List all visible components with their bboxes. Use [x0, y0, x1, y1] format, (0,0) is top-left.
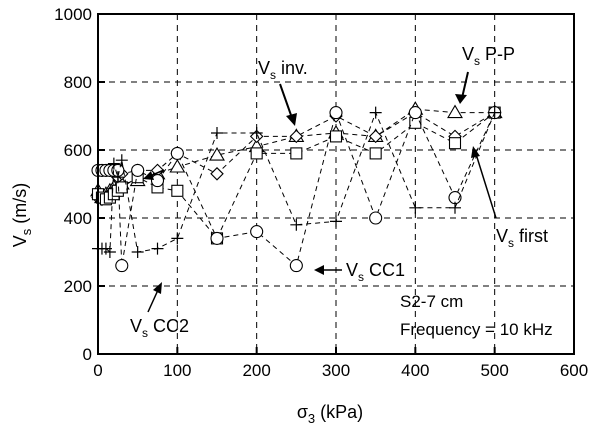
data-point	[150, 174, 165, 188]
data-point	[368, 129, 383, 144]
x-tick-label: 100	[163, 361, 191, 380]
x-tick-label: 300	[322, 361, 350, 380]
data-point	[329, 106, 343, 120]
x-tick-label: 400	[401, 361, 429, 380]
annotation-inv-arrowhead	[286, 113, 297, 126]
data-point	[131, 163, 145, 177]
series-layer	[90, 101, 503, 273]
y-tick-label: 1000	[54, 5, 92, 24]
data-point	[151, 242, 164, 255]
annotation-inv-arrow	[279, 83, 293, 119]
y-tick-label: 600	[64, 141, 92, 160]
data-point	[171, 232, 184, 245]
annotation-first-arrow	[475, 153, 497, 219]
annotation-cc1-arrowhead	[314, 265, 324, 275]
data-point	[169, 158, 186, 173]
data-point	[329, 130, 343, 143]
x-tick-label: 200	[242, 361, 270, 380]
axis-ticks: 0 100 200 300 400 500 600 0 200 400 600 800 1000	[54, 5, 588, 380]
y-tick-label: 400	[64, 209, 92, 228]
x-tick-label: 0	[93, 361, 102, 380]
data-point	[107, 157, 120, 170]
annotation-first-label: Vs first	[496, 226, 548, 250]
data-point	[131, 246, 144, 258]
annotation-inv: Vs inv.	[258, 58, 308, 126]
data-point	[111, 171, 124, 184]
data-point	[250, 225, 264, 239]
series-circle	[91, 106, 502, 273]
data-point	[170, 146, 184, 160]
annotation-pp-arrow	[461, 71, 469, 99]
annotation-first-arrowhead	[471, 146, 480, 158]
data-point	[330, 215, 342, 228]
data-point	[250, 147, 263, 160]
y-axis-label: Vs (m/s)	[10, 183, 34, 248]
data-point	[115, 154, 128, 167]
data-point	[171, 184, 184, 197]
data-point	[103, 246, 116, 258]
data-point	[369, 147, 382, 160]
annotation-first: Vs first	[471, 146, 548, 250]
annotation-cc2-arrowhead	[153, 282, 162, 294]
data-point	[250, 127, 263, 139]
annotation-inv-label: Vs inv.	[258, 58, 308, 82]
y-tick-label: 200	[64, 277, 92, 296]
y-tick-label: 0	[83, 345, 92, 364]
data-point	[408, 106, 422, 120]
annotation-cc2-label: Vs CC2	[130, 316, 189, 340]
annotation-cc1: Vs CC1	[314, 260, 405, 284]
data-point	[289, 129, 304, 144]
data-point	[289, 259, 303, 273]
data-point	[209, 147, 225, 161]
data-point	[449, 201, 461, 214]
data-point	[115, 259, 129, 273]
data-point	[210, 167, 224, 181]
data-point	[447, 104, 463, 119]
annotation-cc1-label: Vs CC1	[346, 260, 405, 284]
data-point	[409, 201, 422, 214]
annotation-cc2: Vs CC2	[130, 282, 189, 340]
data-point	[488, 106, 501, 119]
x-axis-label: σ3 (kPa)	[297, 402, 363, 426]
annotation-cc2-arrow	[147, 289, 159, 313]
data-point	[115, 181, 128, 194]
grid-lines	[98, 14, 574, 354]
annotation-pp-label: Vs P-P	[462, 44, 515, 68]
data-point	[211, 127, 223, 139]
data-point	[290, 147, 303, 160]
annotation-cluster-arrow	[143, 169, 165, 180]
x-tick-label: 500	[480, 361, 508, 380]
data-point	[290, 218, 303, 231]
annotation-pp: Vs P-P	[455, 44, 515, 104]
data-point	[210, 231, 224, 245]
sample-label: S2-7 cm	[400, 292, 463, 311]
annotation-pp-arrowhead	[455, 94, 467, 104]
data-point	[369, 211, 383, 225]
data-point	[369, 106, 382, 119]
frequency-label: Frequency = 10 kHz	[400, 320, 553, 339]
x-tick-label: 600	[560, 361, 588, 380]
data-point	[448, 137, 462, 150]
y-tick-label: 800	[64, 73, 92, 92]
